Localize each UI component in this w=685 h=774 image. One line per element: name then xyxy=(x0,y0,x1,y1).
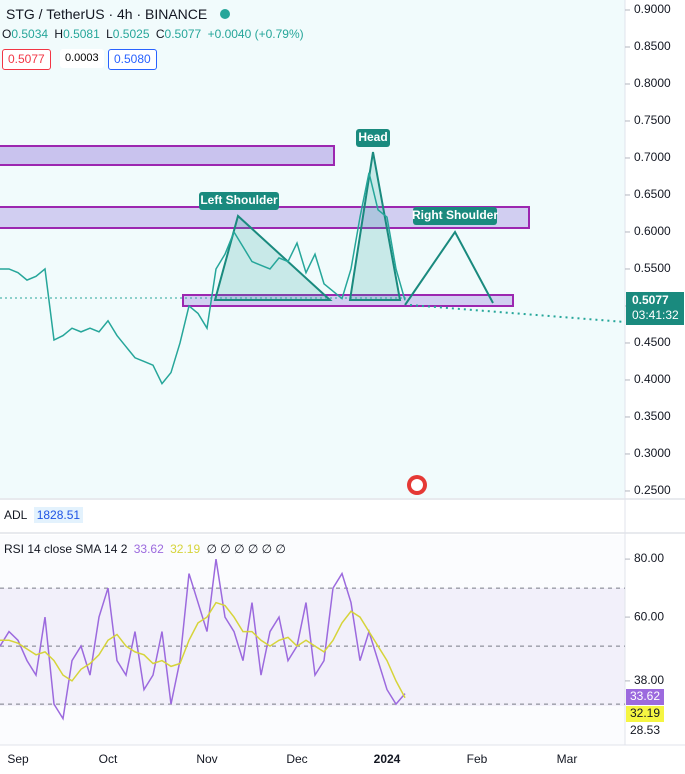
buy-button[interactable]: 0.5080 xyxy=(108,49,157,70)
value-tag xyxy=(626,689,664,705)
symbol[interactable]: STG / TetherUS · 4h · BINANCE xyxy=(6,6,208,22)
price-line xyxy=(0,601,406,699)
event-icon xyxy=(411,479,423,491)
head xyxy=(348,151,402,301)
sell-button[interactable]: 0.5077 xyxy=(2,49,51,70)
y-tick-label: 60.00 xyxy=(634,609,664,623)
header: STG / TetherUS · 4h · BINANCE xyxy=(6,6,233,22)
y-tick-label: 0.6000 xyxy=(634,224,671,238)
ohlc-value: 0.5025 xyxy=(112,27,150,41)
annotation: Left Shoulder xyxy=(200,193,278,207)
y-tick-label: 0.4000 xyxy=(634,372,671,386)
y-tick-label: 0.3500 xyxy=(634,409,671,423)
y-tick-label: 0.8000 xyxy=(634,76,671,90)
x-tick-label: Mar xyxy=(557,752,578,766)
ohlc-label: L xyxy=(106,27,113,41)
annotation-box xyxy=(413,207,497,225)
low-tag: 28.53 xyxy=(630,723,660,737)
annotation-box xyxy=(356,129,390,147)
adl-label: ADL xyxy=(4,508,28,522)
adl-legend: ADL 1828.51 xyxy=(4,507,86,523)
price-line xyxy=(0,172,406,386)
ohlc-value: 0.5034 xyxy=(11,27,49,41)
spread: 0.0003 xyxy=(60,49,104,68)
y-tick-label: 0.6500 xyxy=(634,187,671,201)
sma-value: 32.19 xyxy=(170,542,201,556)
zone xyxy=(0,145,335,166)
y-tick-label: 38.00 xyxy=(634,673,664,687)
countdown: 03:41:32 xyxy=(632,308,679,322)
x-tick-label: Nov xyxy=(196,752,217,766)
ohlc-label: C xyxy=(155,27,165,41)
price-line xyxy=(0,558,406,721)
x-tick-label: 2024 xyxy=(374,752,401,766)
ohlc-label: H xyxy=(54,27,64,41)
value-tag-label: 32.19 xyxy=(630,706,660,720)
ohlc-value: 0.5077 xyxy=(164,27,202,41)
zone xyxy=(182,294,514,307)
x-tick-label: Dec xyxy=(286,752,307,766)
price-tag-label: 0.5077 xyxy=(632,293,669,307)
y-tick-label: 0.7500 xyxy=(634,113,671,127)
rsi-title: RSI 14 close SMA 14 2 xyxy=(4,542,128,556)
price-pane xyxy=(0,0,625,498)
x-tick-label: Oct xyxy=(99,752,118,766)
ohlc-label: O xyxy=(2,27,12,41)
change: +0.0040 (+0.79%) xyxy=(207,27,304,41)
y-tick-label: 0.3000 xyxy=(634,446,671,460)
ohlc: O0.5034 H0.5081 L0.5025 C0.5077 +0.0040 … xyxy=(2,27,307,41)
y-tick-label: 0.7000 xyxy=(634,150,671,164)
left-shoulder xyxy=(213,214,333,301)
adl-value: 1828.51 xyxy=(33,507,84,523)
x-tick-label: Feb xyxy=(467,752,488,766)
y-tick-label: 0.5500 xyxy=(634,261,671,275)
x-tick-label: Sep xyxy=(7,752,29,766)
price-tag xyxy=(626,292,684,325)
y-tick-label: 0.9000 xyxy=(634,2,671,16)
annotation: Head xyxy=(358,130,387,144)
y-tick-label: 0.4500 xyxy=(634,335,671,349)
value-tag-label: 33.62 xyxy=(630,689,660,703)
right-shoulder xyxy=(404,230,494,306)
status-dot xyxy=(220,9,231,19)
y-tick-label: 0.2500 xyxy=(634,483,671,497)
rsi-legend: RSI 14 close SMA 14 2 33.62 32.19 ∅ ∅ ∅ … xyxy=(4,542,289,556)
value-tag xyxy=(626,706,664,722)
y-tick-label: 0.8500 xyxy=(634,39,671,53)
y-tick-label: 80.00 xyxy=(634,551,664,565)
ohlc-value: 0.5081 xyxy=(63,27,100,41)
annotation: Right Shoulder xyxy=(412,208,498,222)
rsi-value: 33.62 xyxy=(133,542,164,556)
rsi-flags: ∅ ∅ ∅ ∅ ∅ ∅ xyxy=(206,542,286,556)
annotation-box xyxy=(199,192,279,210)
